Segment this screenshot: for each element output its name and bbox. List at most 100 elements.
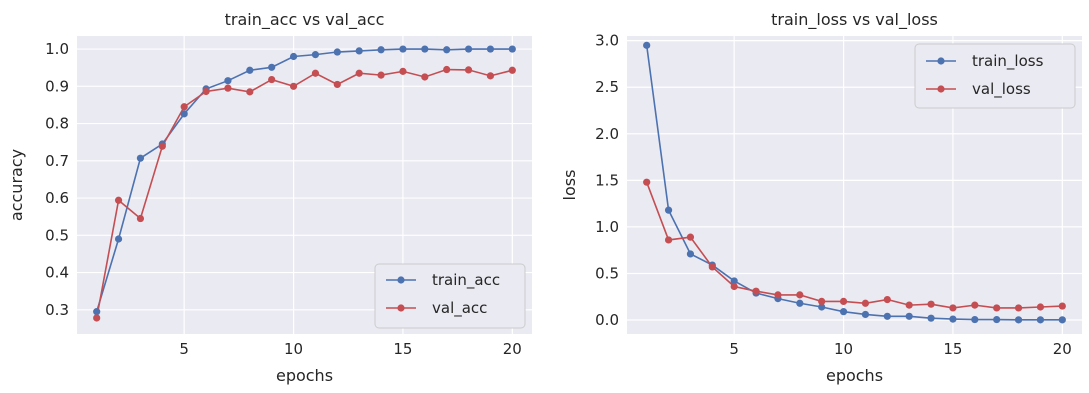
legend-marker-val-acc — [397, 304, 405, 312]
point-train-acc-1 — [93, 308, 101, 316]
point-train-acc-7 — [224, 77, 232, 85]
point-val-acc-4 — [158, 142, 166, 150]
point-train-loss-17 — [993, 315, 1001, 324]
series-line-val-acc — [95, 68, 513, 319]
point-val-loss-10 — [839, 297, 848, 306]
loss-y-axis-label: loss — [560, 170, 579, 201]
legend-marker-train-loss — [937, 57, 945, 65]
accuracy-x-tick-20: 20 — [503, 340, 522, 358]
point-train-loss-11 — [861, 310, 870, 319]
point-val-acc-2 — [114, 196, 123, 204]
point-val-acc-15 — [399, 67, 407, 75]
accuracy-y-tick-6: 0.9 — [45, 77, 69, 95]
loss-y-tick-0: 0.0 — [595, 311, 619, 329]
accuracy-x-axis-label: epochs — [276, 366, 333, 385]
accuracy-y-tick-1: 0.4 — [45, 264, 69, 282]
point-val-loss-7 — [774, 291, 782, 299]
point-val-loss-3 — [686, 233, 695, 241]
point-train-acc-12 — [333, 48, 341, 56]
accuracy-y-axis-label: accuracy — [7, 149, 26, 221]
point-val-loss-14 — [927, 300, 935, 308]
point-train-loss-1 — [643, 41, 651, 49]
legend-label-val-acc: val_acc — [432, 299, 487, 318]
accuracy-grid — [77, 36, 532, 334]
accuracy-series-points — [93, 45, 516, 322]
point-train-loss-9 — [818, 303, 826, 311]
point-train-acc-5 — [180, 110, 188, 118]
point-val-loss-2 — [664, 236, 673, 244]
point-train-loss-15 — [949, 315, 957, 323]
accuracy-x-tick-5: 5 — [179, 340, 189, 358]
accuracy-chart-title: train_acc vs val_acc — [225, 10, 385, 30]
point-train-loss-12 — [883, 312, 891, 320]
point-val-acc-11 — [311, 69, 320, 77]
legend-marker-val-loss — [937, 85, 945, 93]
point-train-loss-14 — [927, 314, 935, 322]
point-train-loss-18 — [1014, 316, 1023, 324]
point-val-loss-5 — [730, 282, 738, 291]
point-val-acc-14 — [377, 71, 385, 79]
point-train-acc-2 — [114, 235, 123, 243]
loss-series-points — [643, 41, 1066, 324]
loss-y-tick-6: 3.0 — [595, 32, 619, 50]
point-train-loss-10 — [839, 308, 848, 316]
point-train-acc-18 — [464, 45, 473, 53]
loss-x-axis-label: epochs — [826, 366, 883, 385]
point-val-acc-8 — [246, 88, 254, 96]
point-train-loss-13 — [905, 312, 913, 320]
accuracy-chart: 5 10 15 20 0.3 0.4 0.5 0.6 0.7 0.8 0.9 1.0 train_a… — [7, 10, 532, 385]
point-train-acc-9 — [268, 63, 276, 71]
loss-x-ticks: 5 10 15 20 — [729, 340, 1071, 358]
point-train-acc-15 — [399, 45, 407, 53]
accuracy-legend: train_acc val_acc — [374, 263, 526, 329]
loss-y-tick-1: 0.5 — [595, 264, 619, 282]
point-train-acc-14 — [377, 46, 385, 54]
point-val-acc-18 — [464, 66, 473, 74]
accuracy-x-ticks: 5 10 15 20 — [179, 340, 521, 358]
loss-y-tick-5: 2.5 — [595, 78, 619, 96]
accuracy-series-lines — [95, 48, 513, 319]
loss-x-tick-5: 5 — [729, 340, 739, 358]
point-train-loss-5 — [730, 277, 738, 285]
loss-x-tick-15: 15 — [943, 340, 962, 358]
point-val-acc-9 — [268, 75, 276, 84]
point-val-acc-6 — [202, 87, 210, 96]
point-val-loss-18 — [1014, 304, 1023, 312]
point-val-acc-16 — [421, 73, 429, 81]
point-val-loss-13 — [905, 301, 913, 309]
point-train-acc-16 — [421, 45, 429, 53]
accuracy-x-tick-10: 10 — [284, 340, 303, 358]
point-train-acc-20 — [508, 45, 516, 53]
point-train-acc-13 — [355, 47, 363, 55]
series-line-train-loss — [645, 45, 1063, 321]
point-train-loss-8 — [796, 299, 804, 307]
accuracy-x-tick-15: 15 — [393, 340, 412, 358]
point-val-loss-6 — [752, 287, 760, 295]
point-val-loss-9 — [818, 297, 826, 306]
point-val-acc-13 — [355, 69, 363, 77]
loss-legend: train_loss val_loss — [914, 43, 1076, 109]
loss-chart: 5 10 15 20 0.0 0.5 1.0 1.5 2.0 2.5 3.0 train_loss… — [560, 10, 1082, 385]
legend-label-train-loss: train_loss — [972, 52, 1044, 71]
accuracy-y-tick-3: 0.6 — [45, 189, 69, 207]
point-val-acc-12 — [333, 80, 341, 89]
point-train-loss-20 — [1058, 316, 1066, 324]
point-val-loss-20 — [1058, 302, 1066, 310]
point-train-acc-3 — [136, 154, 145, 162]
accuracy-y-tick-4: 0.7 — [45, 152, 69, 170]
point-train-acc-8 — [246, 66, 254, 74]
point-val-loss-15 — [949, 304, 957, 312]
loss-y-tick-3: 1.5 — [595, 171, 619, 189]
point-val-loss-12 — [883, 295, 891, 304]
point-val-loss-11 — [861, 299, 870, 307]
accuracy-y-tick-7: 1.0 — [45, 40, 69, 58]
point-train-acc-10 — [289, 52, 298, 61]
loss-x-tick-10: 10 — [834, 340, 853, 358]
point-val-acc-3 — [136, 214, 145, 223]
loss-x-tick-20: 20 — [1053, 340, 1072, 358]
accuracy-y-tick-2: 0.5 — [45, 226, 69, 244]
point-val-loss-1 — [643, 178, 651, 186]
point-val-loss-16 — [971, 301, 979, 309]
loss-y-ticks: 0.0 0.5 1.0 1.5 2.0 2.5 3.0 — [595, 32, 619, 329]
